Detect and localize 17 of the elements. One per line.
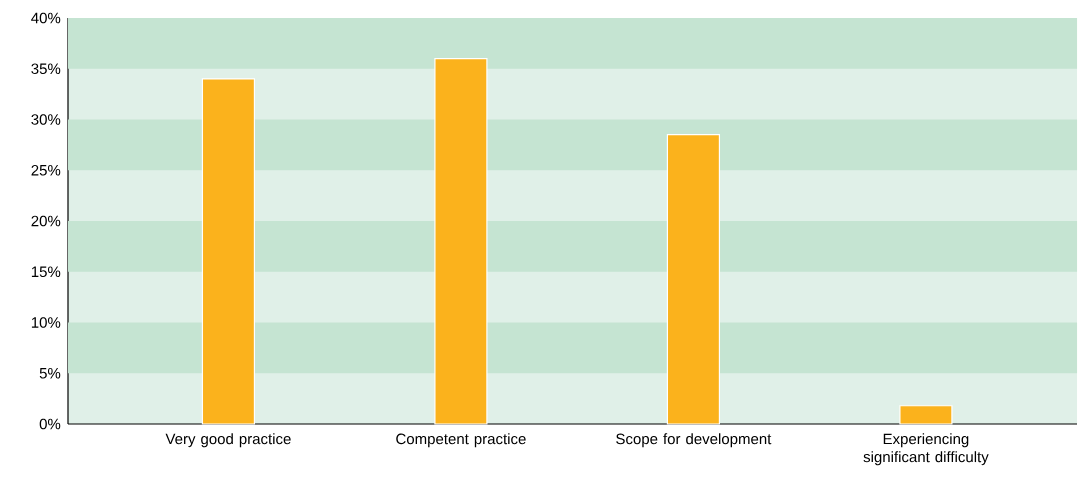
bar [434, 58, 488, 425]
y-tick-label: 30% [31, 114, 61, 125]
bar [201, 78, 256, 425]
y-tick-label: 0% [39, 418, 61, 430]
y-tick-label: 35% [31, 63, 61, 75]
y-tick-label: 5% [39, 367, 61, 379]
x-tick-label: Experiencing significant difficulty [863, 433, 989, 466]
x-tick-label: Scope for development [616, 433, 772, 448]
x-tick-label: Very good practice [165, 433, 291, 448]
bar [899, 405, 953, 425]
y-tick-label: 10% [31, 317, 61, 328]
y-tick-label: 25% [31, 164, 61, 176]
y-tick-label: 40% [31, 12, 61, 24]
x-tick-label: Competent practice [396, 433, 526, 448]
y-tick-label: 15% [31, 266, 61, 278]
y-tick-label: 20% [31, 215, 61, 227]
bar [666, 134, 721, 425]
